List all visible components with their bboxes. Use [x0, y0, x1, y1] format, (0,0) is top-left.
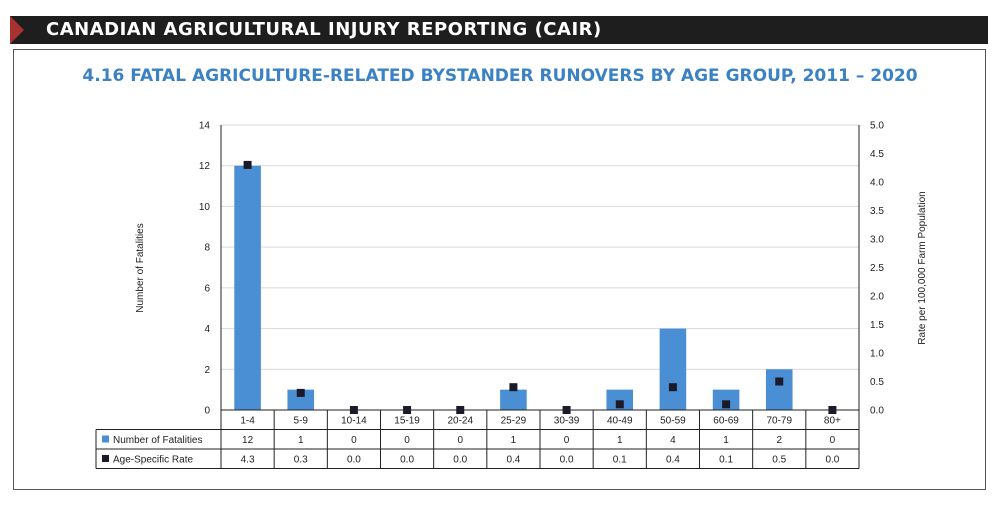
y2-tick-label: 3.5 — [870, 206, 884, 217]
gridlines — [221, 124, 859, 370]
data-label: 0.0 — [825, 455, 839, 466]
x-tick-label: 15-19 — [394, 416, 420, 427]
bar-40-49 — [606, 389, 634, 410]
rate-marker-25-29 — [509, 383, 518, 392]
bar-5-9 — [287, 389, 315, 410]
data-label: 4 — [670, 435, 676, 446]
y-tick-label: 12 — [199, 161, 211, 172]
bar-50-59 — [659, 328, 687, 410]
x-tick-label: 25-29 — [501, 416, 527, 427]
y2-axis-label: Rate per 100,000 Farm Population — [917, 191, 928, 344]
data-label: 2 — [776, 435, 782, 446]
y-tick-label: 0 — [204, 406, 210, 417]
data-label: 0 — [564, 435, 570, 446]
data-label: 0.1 — [613, 455, 627, 466]
y2-tick-label: 3.0 — [870, 235, 884, 246]
y2-tick-label: 4.5 — [870, 149, 884, 160]
bar-25-29 — [500, 389, 527, 410]
bar-1-4 — [234, 165, 261, 410]
legend-label: Age-Specific Rate — [113, 455, 193, 466]
y2-tick-label: 5.0 — [870, 121, 884, 132]
data-label: 1 — [617, 435, 623, 446]
y2-tick-label: 1.5 — [870, 320, 884, 331]
legend-label: Number of Fatalities — [113, 435, 202, 446]
y2-tick-label: 0.0 — [870, 406, 884, 417]
chart-title: 4.16 FATAL AGRICULTURE-RELATED BYSTANDER… — [82, 66, 918, 86]
data-label: 0.0 — [560, 455, 574, 466]
data-label: 0.4 — [506, 455, 520, 466]
header-banner — [10, 16, 988, 44]
data-label: 1 — [511, 435, 517, 446]
data-label: 0.0 — [400, 455, 414, 466]
y2-tick-label: 2.0 — [870, 292, 884, 303]
x-tick-label: 50-59 — [660, 416, 686, 427]
y2-tick-label: 4.0 — [870, 178, 884, 189]
rate-marker-70-79 — [775, 377, 784, 386]
data-label: 0 — [351, 435, 357, 446]
y2-tick-label: 1.0 — [870, 349, 884, 360]
bar-70-79 — [765, 369, 793, 410]
data-label: 0 — [457, 435, 463, 446]
y-axis-label: Number of Fatalities — [135, 223, 146, 312]
data-label: 0.0 — [347, 455, 361, 466]
data-label: 0.4 — [666, 455, 680, 466]
y-tick-label: 2 — [204, 365, 210, 376]
data-label: 0.0 — [453, 455, 467, 466]
chart-frame — [13, 49, 986, 490]
legend-swatch-rate — [102, 455, 109, 462]
x-tick-label: 5-9 — [294, 416, 309, 427]
data-label: 1 — [298, 435, 304, 446]
y2-tick-label: 2.5 — [870, 263, 884, 274]
x-tick-label: 30-39 — [554, 416, 580, 427]
y2-tick-label: 0.5 — [870, 377, 884, 388]
y-tick-label: 8 — [204, 243, 210, 254]
data-label: 0 — [830, 435, 836, 446]
legend-swatch-fatalities — [102, 435, 109, 443]
x-tick-label: 1-4 — [240, 416, 255, 427]
rate-marker-60-69 — [722, 400, 731, 409]
data-table: 1-4 5-9 10-14 15-19 20-24 25-29 30-39 40-49 50-5… — [95, 409, 860, 469]
x-tick-label: 40-49 — [607, 416, 633, 427]
data-label: 0 — [404, 435, 410, 446]
rate-marker-50-59 — [668, 383, 677, 392]
data-label: 0.5 — [772, 455, 786, 466]
data-label: 0.1 — [719, 455, 733, 466]
y-tick-label: 6 — [204, 283, 210, 294]
data-label: 12 — [242, 435, 254, 446]
bar-60-69 — [712, 389, 740, 410]
data-label: 1 — [723, 435, 729, 446]
data-label: 0.3 — [294, 455, 308, 466]
y-tick-label: 10 — [199, 202, 211, 213]
chart-marks — [234, 160, 837, 414]
y-tick-label: 14 — [199, 121, 211, 132]
x-tick-label: 20-24 — [447, 416, 473, 427]
banner-arrow-icon — [10, 16, 24, 44]
banner-title: CANADIAN AGRICULTURAL INJURY REPORTING (… — [46, 19, 602, 40]
y-tick-label: 4 — [204, 324, 210, 335]
rate-marker-1-4 — [243, 160, 252, 169]
x-tick-label: 80+ — [824, 416, 841, 427]
rate-marker-5-9 — [296, 388, 305, 397]
rate-marker-40-49 — [615, 400, 624, 409]
x-tick-label: 70-79 — [766, 416, 792, 427]
data-label: 4.3 — [241, 455, 255, 466]
x-tick-label: 10-14 — [341, 416, 367, 427]
x-tick-label: 60-69 — [713, 416, 739, 427]
